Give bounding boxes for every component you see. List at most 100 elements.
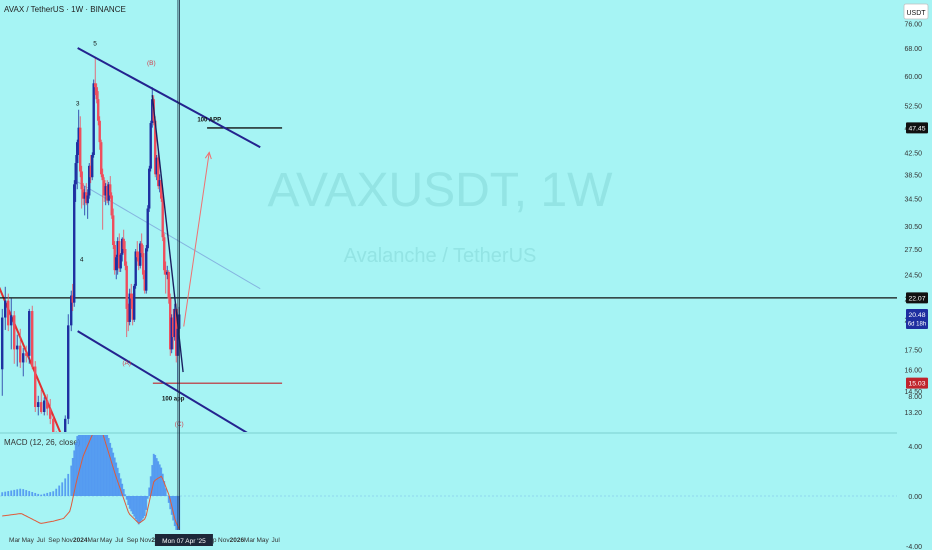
candle-body (103, 180, 106, 196)
currency-badge[interactable]: USDT (903, 3, 929, 20)
upper-channel-line[interactable] (77, 47, 261, 149)
candle-body (19, 345, 22, 363)
candle (10, 298, 13, 350)
candle-body (95, 87, 98, 100)
candle (13, 311, 16, 364)
time-tick-label: Jul (115, 537, 124, 544)
candle-body (140, 243, 143, 254)
time-tick-label: Sep (127, 537, 139, 544)
downtrend-2023-line[interactable] (0, 270, 65, 442)
macd-histogram-bar (4, 491, 7, 496)
macd-axis[interactable]: 8.00 4.00 0.00 -4.00 (906, 394, 922, 550)
macd-histogram-bar (82, 435, 85, 496)
candle-body (133, 285, 136, 320)
annotation-label: 100 APP (197, 118, 221, 124)
candle (25, 345, 28, 363)
macd-histogram-bar (52, 491, 55, 496)
price-tick-label: 16.00 (904, 367, 922, 374)
macd-histogram-bar (128, 496, 131, 509)
candle-body (161, 198, 164, 238)
macd-histogram-bar (175, 496, 178, 530)
price-tick-label: 68.00 (904, 46, 922, 53)
candle (164, 261, 167, 294)
candle-body (170, 317, 173, 350)
macd-histogram-bar (160, 467, 163, 496)
time-tick-label: May (22, 537, 35, 544)
candle (167, 270, 170, 304)
candle (100, 139, 103, 178)
candle-body (136, 251, 139, 258)
macd-histogram-bar (106, 435, 109, 496)
candle (80, 165, 83, 209)
macd-histogram-bar (122, 489, 125, 496)
macd-histogram-bar (95, 435, 98, 496)
macd-histogram-bar (71, 458, 74, 496)
macd-histogram-bar (142, 496, 145, 519)
candle (127, 303, 130, 332)
macd-legend[interactable]: MACD (12, 26, close) (4, 438, 81, 447)
candle (145, 245, 148, 294)
candle-body (166, 271, 169, 275)
candle-body (100, 142, 103, 175)
candle-body (164, 270, 167, 275)
time-tick-label: May (100, 537, 113, 544)
candle-body (52, 418, 55, 432)
macd-histogram-bar (137, 496, 140, 525)
price-tick-label: 60.00 (904, 74, 922, 81)
candle (76, 139, 79, 190)
macd-tick-label: 0.00 (908, 494, 922, 501)
price-label-countdown: 6d 18h (908, 321, 926, 327)
candle-series (1, 58, 181, 432)
time-tick-label: 2026 (230, 537, 245, 544)
macd-histogram-bar (140, 496, 143, 521)
candle-body (94, 83, 97, 88)
macd-histogram-bar (34, 492, 37, 496)
price-tick-label: 42.50 (904, 150, 922, 157)
time-axis[interactable]: MarMayJulSepNov2024MarMayJulSepNov2025Ma… (9, 537, 280, 544)
candle-body (16, 345, 19, 350)
macd-histogram-bar (127, 496, 130, 505)
candle (146, 205, 149, 252)
macd-histogram-bar (46, 492, 49, 496)
candle-body (157, 157, 160, 187)
symbol-title[interactable]: AVAX / TetherUS · 1W · BINANCE (4, 5, 126, 14)
candle (125, 261, 128, 338)
candle-body (101, 174, 104, 181)
time-tick-label: Sep (48, 537, 60, 544)
candle-body (149, 123, 152, 169)
macd-histogram-bar (37, 493, 40, 496)
candle (121, 237, 124, 262)
candle (67, 314, 70, 425)
time-tick-label: Mar (244, 537, 256, 544)
candle-body (40, 402, 43, 412)
candle-body (98, 120, 101, 143)
macd-histogram-bar (167, 496, 170, 503)
price-label-box (906, 377, 928, 389)
price-label-box (906, 308, 928, 329)
macd-tick-label: 4.00 (908, 444, 922, 451)
candle (155, 154, 158, 181)
lower-channel-line[interactable] (77, 330, 261, 441)
macd-histogram-bar (55, 488, 58, 496)
candle (142, 245, 145, 280)
price-label: 20.48 6d 18h (906, 308, 928, 329)
candle (130, 283, 133, 309)
macd-histogram-bar (98, 435, 101, 496)
time-tick-label: 2024 (73, 537, 88, 544)
candle (52, 415, 55, 432)
time-tick-label: Nov (140, 537, 152, 544)
candle-body (7, 300, 10, 326)
candle-body (139, 243, 142, 266)
candle (64, 415, 67, 432)
macd-histogram-bar (16, 489, 19, 496)
candle (124, 241, 127, 271)
time-tick-label: Jul (272, 537, 281, 544)
candle (133, 283, 136, 322)
candle (49, 398, 52, 425)
price-label-text: 22.07 (908, 295, 925, 302)
candle-body (130, 293, 133, 299)
candle-body (172, 317, 175, 338)
projection-arrow[interactable] (183, 152, 210, 327)
